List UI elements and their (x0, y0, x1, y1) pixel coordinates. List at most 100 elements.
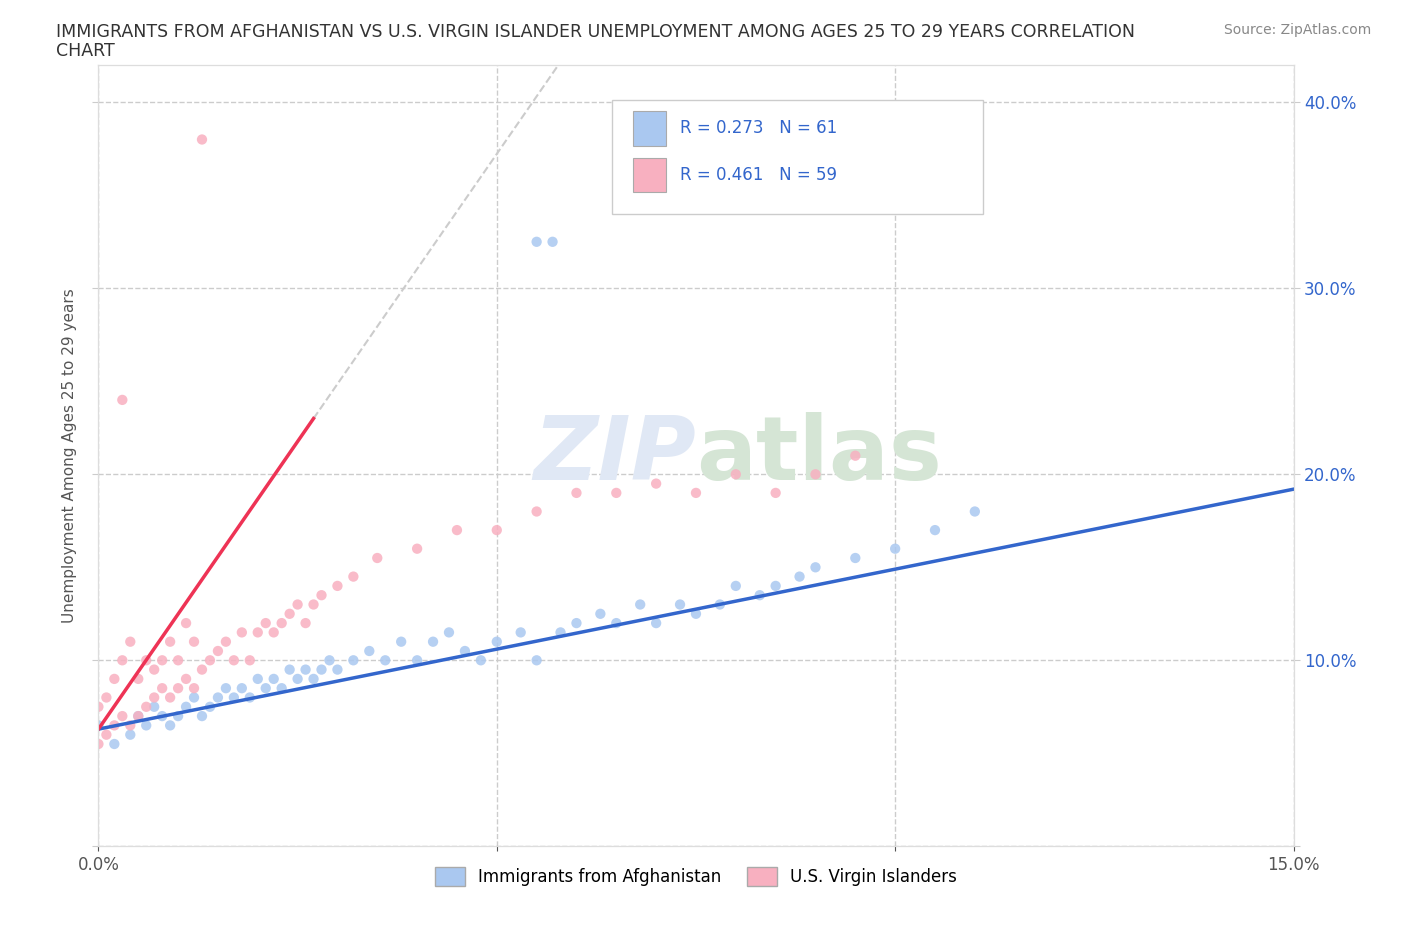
Point (87, 737, 110, 751)
Point (526, 504, 548, 519)
Point (191, 132, 214, 147)
Point (183, 681, 205, 696)
Point (406, 541, 429, 556)
Point (111, 709, 134, 724)
Point (198, 653, 221, 668)
Point (565, 485, 588, 500)
Y-axis label: Unemployment Among Ages 25 to 29 years: Unemployment Among Ages 25 to 29 years (62, 288, 77, 623)
Point (239, 690, 262, 705)
Point (183, 690, 205, 705)
Point (254, 616, 277, 631)
Point (628, 597, 651, 612)
Point (724, 578, 747, 593)
Point (470, 653, 492, 668)
Point (844, 551, 866, 565)
Point (150, 681, 173, 696)
Point (374, 653, 396, 668)
Point (389, 634, 412, 649)
Point (246, 625, 269, 640)
Point (135, 699, 157, 714)
Point (287, 597, 309, 612)
Point (454, 644, 477, 658)
Point (406, 653, 429, 668)
Point (150, 709, 173, 724)
Point (278, 662, 301, 677)
Point (804, 467, 827, 482)
Point (565, 616, 588, 631)
Point (127, 671, 149, 686)
Point (645, 616, 668, 631)
Point (270, 681, 292, 696)
Text: IMMIGRANTS FROM AFGHANISTAN VS U.S. VIRGIN ISLANDER UNEMPLOYMENT AMONG AGES 25 T: IMMIGRANTS FROM AFGHANISTAN VS U.S. VIRG… (56, 23, 1135, 41)
Point (174, 671, 197, 686)
Point (270, 616, 292, 631)
Point (541, 234, 564, 249)
Point (669, 597, 692, 612)
Point (311, 662, 333, 677)
Point (437, 625, 460, 640)
Point (359, 644, 381, 658)
Point (963, 504, 986, 519)
Point (239, 653, 262, 668)
Point (96, 690, 118, 705)
Bar (633, 158, 666, 193)
FancyBboxPatch shape (613, 100, 983, 214)
Point (120, 727, 142, 742)
Point (143, 690, 166, 705)
Point (589, 606, 612, 621)
Point (167, 681, 190, 696)
Point (231, 681, 253, 696)
Point (174, 699, 197, 714)
Point (326, 662, 349, 677)
Point (111, 653, 134, 668)
Point (422, 634, 444, 649)
Point (246, 671, 269, 686)
Point (135, 718, 157, 733)
Point (135, 653, 157, 668)
Point (446, 523, 468, 538)
Text: R = 0.461   N = 59: R = 0.461 N = 59 (681, 166, 838, 184)
Legend: Immigrants from Afghanistan, U.S. Virgin Islanders: Immigrants from Afghanistan, U.S. Virgin… (429, 860, 963, 893)
Point (302, 597, 325, 612)
Point (159, 690, 181, 705)
Bar (633, 112, 666, 146)
Point (765, 578, 787, 593)
Point (366, 551, 388, 565)
Point (167, 653, 190, 668)
Point (215, 634, 238, 649)
Point (789, 569, 811, 584)
Point (685, 606, 707, 621)
Point (263, 671, 285, 686)
Point (765, 485, 787, 500)
Point (120, 718, 142, 733)
Point (191, 709, 214, 724)
Point (159, 718, 181, 733)
Point (318, 653, 340, 668)
Point (150, 653, 173, 668)
Point (326, 578, 349, 593)
Point (183, 634, 205, 649)
Text: atlas: atlas (696, 412, 942, 499)
Point (263, 625, 285, 640)
Point (804, 560, 827, 575)
Point (509, 625, 531, 640)
Point (724, 467, 747, 482)
Point (748, 588, 770, 603)
Point (924, 523, 946, 538)
Point (87, 718, 110, 733)
Point (143, 662, 166, 677)
Point (103, 671, 125, 686)
Point (167, 709, 190, 724)
Point (526, 653, 548, 668)
Point (207, 644, 229, 658)
Point (120, 634, 142, 649)
Text: ZIP: ZIP (533, 412, 696, 499)
Point (526, 234, 548, 249)
Point (222, 653, 245, 668)
Point (844, 448, 866, 463)
Text: Source: ZipAtlas.com: Source: ZipAtlas.com (1223, 23, 1371, 37)
Point (294, 662, 316, 677)
Point (143, 699, 166, 714)
Point (709, 597, 731, 612)
Point (645, 476, 668, 491)
